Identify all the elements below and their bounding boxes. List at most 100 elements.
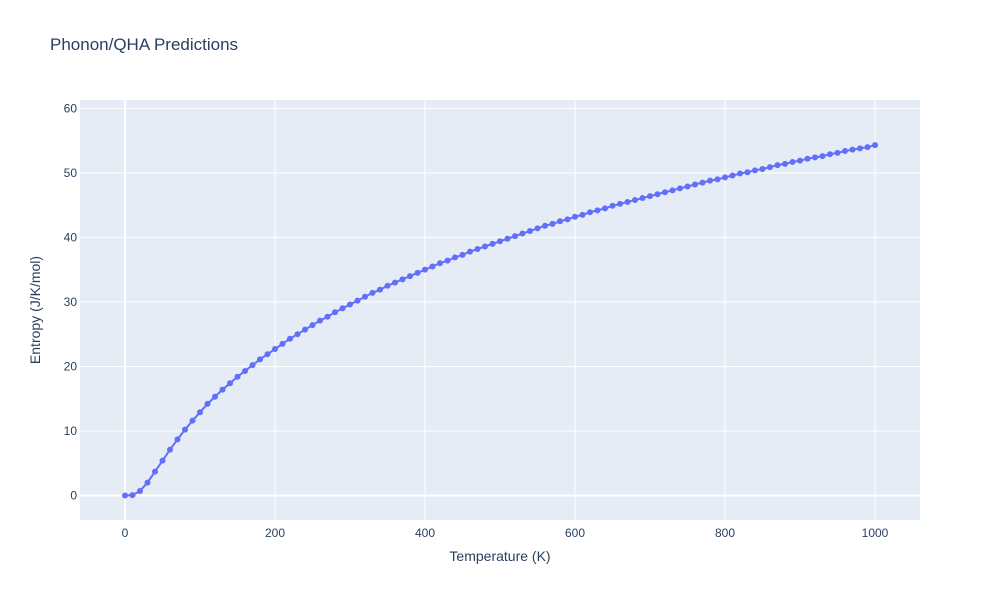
data-point (144, 479, 151, 486)
data-point (699, 179, 706, 186)
x-axis-title: Temperature (K) (449, 548, 550, 564)
x-tick-label: 800 (715, 526, 735, 540)
data-point (392, 279, 398, 286)
chart-title: Phonon/QHA Predictions (50, 35, 238, 54)
data-point (302, 326, 308, 333)
data-point (579, 211, 586, 218)
data-point (564, 216, 571, 223)
data-point (384, 282, 391, 289)
data-point (242, 367, 248, 374)
data-point (332, 309, 338, 316)
data-point (219, 386, 226, 393)
data-point (849, 146, 856, 153)
x-tick-label: 1000 (862, 526, 889, 540)
data-point (152, 468, 158, 475)
data-point (602, 205, 608, 212)
data-point (782, 160, 788, 167)
data-point (234, 373, 241, 380)
data-point (257, 356, 263, 363)
data-point (744, 169, 751, 176)
data-point (279, 340, 286, 347)
data-point (182, 426, 188, 433)
data-point (624, 198, 631, 205)
data-point (474, 246, 481, 253)
data-point (842, 147, 848, 154)
data-point (609, 202, 616, 209)
x-tick-label: 600 (565, 526, 585, 540)
data-point (707, 177, 713, 184)
data-point (632, 197, 638, 203)
y-tick-label: 40 (64, 230, 78, 244)
data-point (324, 313, 331, 320)
data-point (542, 222, 548, 229)
data-point (489, 240, 496, 247)
data-point (677, 185, 683, 192)
y-tick-label: 30 (64, 295, 78, 309)
data-point (504, 235, 511, 242)
y-axis-title: Entropy (J/K/mol) (27, 256, 43, 364)
data-point (789, 158, 796, 165)
data-point (204, 400, 211, 407)
data-point (767, 164, 773, 171)
data-point (407, 273, 413, 280)
data-point (249, 362, 256, 369)
x-tick-label: 400 (415, 526, 435, 540)
data-point (872, 142, 878, 149)
data-point (287, 335, 293, 342)
data-point (759, 166, 766, 173)
data-point (317, 317, 323, 324)
data-point (647, 193, 653, 200)
data-point (857, 145, 863, 152)
data-point (527, 227, 533, 234)
data-point (167, 446, 173, 453)
x-tick-label: 0 (122, 526, 129, 540)
data-point (422, 266, 428, 273)
data-point (729, 172, 736, 179)
y-tick-label: 60 (64, 101, 78, 115)
data-point (459, 251, 466, 258)
data-point (549, 220, 556, 227)
data-point (227, 380, 233, 387)
data-point (122, 492, 128, 499)
data-point (497, 238, 503, 245)
data-point (129, 492, 136, 499)
data-point (159, 457, 166, 464)
series-markers (122, 142, 878, 499)
data-point (864, 144, 871, 151)
y-tick-label: 20 (64, 359, 78, 373)
data-point (714, 176, 721, 183)
data-point (452, 254, 458, 261)
y-tick-label: 50 (64, 166, 78, 180)
data-point (399, 276, 406, 283)
data-point (339, 305, 346, 312)
data-point (272, 346, 278, 353)
data-point (294, 331, 301, 338)
data-point (512, 233, 518, 240)
data-point (827, 151, 833, 158)
y-tick-label: 10 (64, 424, 78, 438)
data-point (692, 181, 698, 188)
y-tick-label: 0 (70, 488, 77, 502)
data-point (752, 167, 758, 174)
data-point (467, 248, 473, 255)
data-point (429, 263, 436, 270)
data-point (654, 191, 661, 198)
data-point (669, 187, 676, 194)
data-point (534, 225, 541, 232)
grid-lines (80, 100, 920, 520)
data-point (414, 269, 421, 276)
data-point (264, 351, 271, 358)
data-point (557, 218, 563, 225)
data-point (617, 200, 623, 207)
data-point (309, 322, 316, 329)
data-point (377, 286, 383, 293)
data-point (437, 260, 443, 267)
x-tick-label: 200 (265, 526, 285, 540)
data-point (587, 209, 593, 216)
data-point (639, 195, 646, 202)
data-point (519, 230, 526, 237)
data-point (174, 436, 181, 443)
data-point (594, 207, 601, 214)
data-point (722, 174, 728, 181)
